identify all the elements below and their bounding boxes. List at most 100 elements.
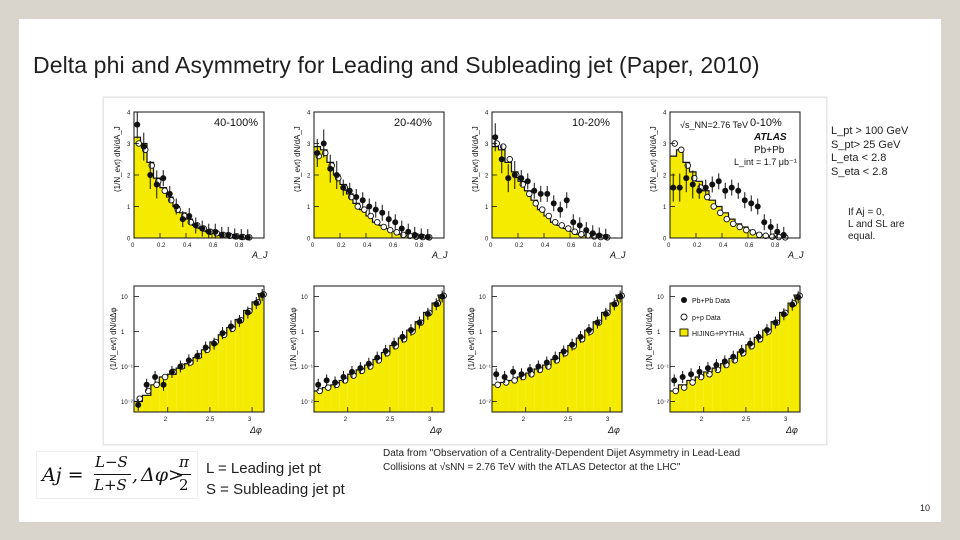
x-axis-label: Δφ xyxy=(607,425,620,435)
legend-pp-label: p+p Data xyxy=(692,315,721,322)
pp-data-point xyxy=(506,156,514,163)
legend-pp-marker xyxy=(680,313,688,321)
pbpb-data-point xyxy=(715,178,722,185)
pbpb-data-point xyxy=(382,347,389,354)
mc-histogram-bar xyxy=(702,190,709,238)
pbpb-data-point xyxy=(348,368,355,375)
y-tick-label: 10 xyxy=(479,295,486,301)
mc-histogram-bar xyxy=(379,225,386,238)
y-tick-label: 10⁻¹ xyxy=(479,365,491,371)
pbpb-data-point xyxy=(704,365,711,372)
x-tick-label: 0.4 xyxy=(541,243,550,249)
mc-histogram-bar xyxy=(696,181,703,238)
pp-data-point xyxy=(161,373,169,381)
pbpb-data-point xyxy=(199,225,206,232)
mc-histogram-bar xyxy=(492,384,501,412)
pbpb-data-point xyxy=(253,300,260,307)
pp-data-point xyxy=(393,229,401,236)
mc-histogram-bar xyxy=(689,171,696,238)
x-axis-label: Δφ xyxy=(785,425,798,435)
pp-data-point xyxy=(730,220,737,228)
definition-subleading: S = Subleading jet pt xyxy=(206,481,345,498)
mc-histogram-bar xyxy=(729,358,738,412)
x-tick-label: 2.5 xyxy=(386,417,395,423)
pbpb-data-point xyxy=(323,377,330,384)
atlas-lumi-label: L_int = 1.7 μb⁻¹ xyxy=(734,157,797,167)
pbpb-data-point xyxy=(333,172,340,178)
mc-histogram-bar xyxy=(745,344,755,412)
mc-histogram-bar xyxy=(551,359,560,412)
y-tick-label: 1 xyxy=(127,205,131,211)
y-tick-label: 4 xyxy=(485,111,489,117)
mc-histogram-bar xyxy=(563,228,570,238)
pp-data-point xyxy=(161,187,169,194)
pp-data-point xyxy=(511,377,518,384)
pp-data-point xyxy=(710,203,718,210)
pbpb-data-point xyxy=(531,187,538,194)
mc-histogram-bar xyxy=(683,162,690,238)
pp-data-point xyxy=(494,381,501,389)
y-tick-label: 4 xyxy=(307,111,311,117)
pbpb-data-point xyxy=(557,206,564,213)
x-tick-label: 0 xyxy=(131,243,135,249)
mc-histogram-bar xyxy=(359,209,366,238)
y-tick-label: 1 xyxy=(301,330,305,336)
mc-histogram-bar xyxy=(134,137,141,238)
asymmetry-formula: Aj = L−S L+S , Δφ> π 2 xyxy=(36,451,198,499)
x-tick-label: 0 xyxy=(311,243,315,249)
y-tick-label: 1 xyxy=(663,205,667,211)
mc-histogram-bar xyxy=(193,357,202,412)
pbpb-data-point xyxy=(689,181,696,188)
mc-histogram-bar xyxy=(173,206,180,238)
formula-pi: π xyxy=(179,453,189,471)
y-axis-label: (1/N_evt) dN/dA_J xyxy=(471,126,480,192)
mc-histogram-bar xyxy=(381,352,390,412)
pp-data-point xyxy=(756,231,763,239)
x-tick-label: 2.5 xyxy=(742,417,751,423)
legend-mc-marker xyxy=(679,328,689,337)
y-axis-label: (1/N_evt) dN/dΔφ xyxy=(645,307,654,370)
pbpb-data-point xyxy=(602,233,609,240)
pbpb-data-point xyxy=(186,212,193,219)
pbpb-data-point xyxy=(518,371,525,378)
pbpb-data-point xyxy=(327,165,334,172)
pp-data-point xyxy=(571,228,579,235)
pp-data-point xyxy=(743,226,750,234)
mc-histogram-bar xyxy=(176,368,185,412)
x-tick-label: 0.2 xyxy=(337,243,346,249)
note-line: equal. xyxy=(848,231,876,242)
mc-histogram-bar xyxy=(186,219,193,238)
mc-histogram-bar xyxy=(252,301,261,412)
mc-histogram-bar xyxy=(327,162,334,238)
pbpb-data-point xyxy=(537,190,544,197)
pp-data-point xyxy=(558,222,566,229)
formula-denominator: L+S xyxy=(94,476,127,494)
mc-histogram-bar xyxy=(333,175,340,238)
mc-histogram-bar xyxy=(715,206,722,238)
x-tick-label: 0.8 xyxy=(593,243,602,249)
pbpb-data-point xyxy=(763,327,770,334)
pbpb-data-point xyxy=(721,358,728,365)
pp-data-point xyxy=(680,384,688,391)
source-citation: Data from "Observation of a Centrality-D… xyxy=(383,447,803,475)
mc-histogram-bar xyxy=(167,374,177,412)
mc-histogram-bar xyxy=(339,380,348,412)
pbpb-data-point xyxy=(140,143,147,150)
y-tick-label: 10⁻¹ xyxy=(121,365,133,371)
pbpb-data-point xyxy=(544,190,551,197)
x-tick-label: 0.4 xyxy=(363,243,372,249)
legend-pbpb-label: Pb+Pb Data xyxy=(692,298,730,305)
pbpb-data-point xyxy=(365,360,372,367)
source-line: Collisions at √sNN = 2.76 TeV with the A… xyxy=(383,462,681,473)
mc-histogram-bar xyxy=(576,338,585,412)
pbpb-data-point xyxy=(780,231,787,238)
pbpb-data-point xyxy=(392,219,399,226)
cut-leading-eta: L_eta < 2.8 xyxy=(831,152,887,164)
x-axis-label: A_J xyxy=(787,250,804,260)
pbpb-data-point xyxy=(518,175,525,182)
pbpb-data-point xyxy=(576,222,583,229)
atlas-experiment-label: ATLAS xyxy=(753,132,787,143)
x-tick-label: 0.2 xyxy=(157,243,166,249)
pbpb-data-point xyxy=(244,234,251,241)
x-tick-label: 3 xyxy=(784,417,788,423)
